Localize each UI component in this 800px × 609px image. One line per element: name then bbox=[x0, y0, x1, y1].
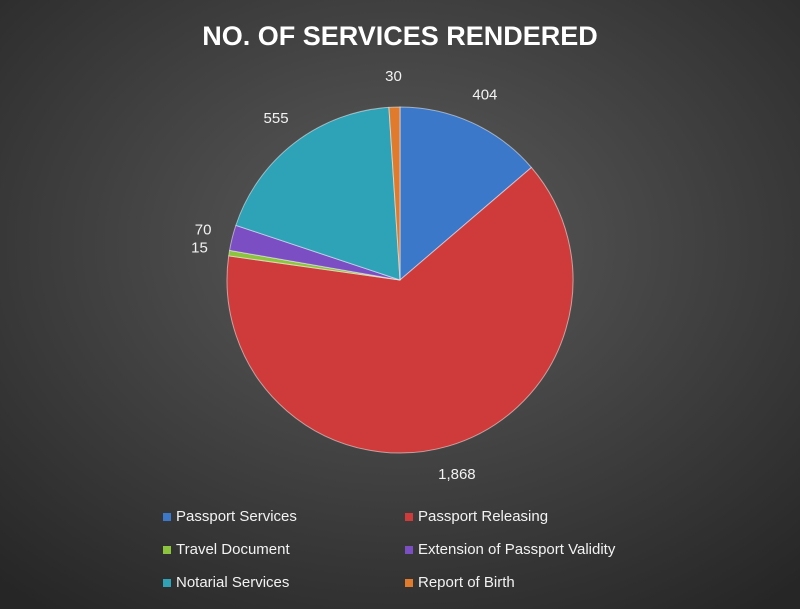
legend-marker bbox=[163, 546, 171, 554]
data-label: 70 bbox=[195, 221, 212, 238]
chart-title: NO. OF SERVICES RENDERED bbox=[202, 21, 598, 51]
legend-label: Passport Releasing bbox=[418, 508, 548, 525]
legend-marker bbox=[163, 513, 171, 521]
legend-label: Notarial Services bbox=[176, 574, 289, 591]
legend-label: Passport Services bbox=[176, 508, 297, 525]
data-label: 30 bbox=[385, 68, 402, 85]
legend-marker bbox=[163, 579, 171, 587]
legend-label: Extension of Passport Validity bbox=[418, 541, 616, 558]
pie-slice bbox=[399, 106, 533, 282]
legend-label: Report of Birth bbox=[418, 574, 515, 591]
pie-slice bbox=[388, 106, 401, 281]
legend-marker bbox=[405, 579, 413, 587]
legend-marker bbox=[405, 513, 413, 521]
data-label: 404 bbox=[472, 87, 497, 104]
legend-marker bbox=[405, 546, 413, 554]
data-label: 1,868 bbox=[438, 466, 476, 483]
data-label: 15 bbox=[191, 239, 208, 256]
pie-slice bbox=[226, 166, 574, 454]
pie-slice bbox=[235, 106, 401, 281]
data-label: 555 bbox=[264, 110, 289, 127]
legend-label: Travel Document bbox=[176, 541, 290, 558]
